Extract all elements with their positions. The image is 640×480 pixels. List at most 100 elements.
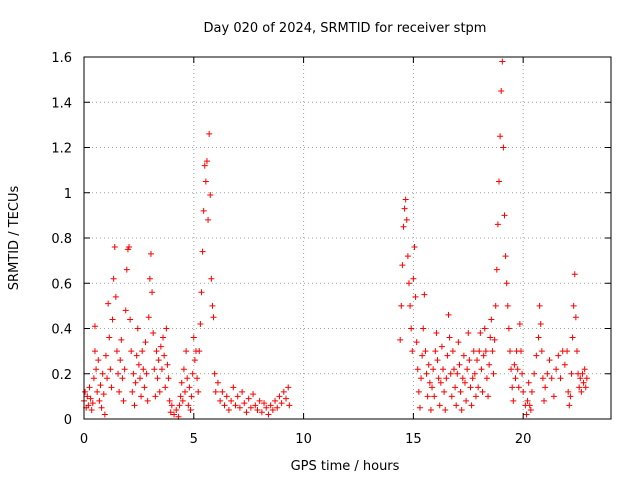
data-point xyxy=(93,366,100,373)
data-point xyxy=(453,402,460,409)
data-point xyxy=(413,339,420,346)
data-point xyxy=(256,397,263,404)
data-point xyxy=(506,348,513,355)
data-point xyxy=(497,133,504,140)
data-point xyxy=(405,280,412,287)
data-point xyxy=(399,262,406,269)
data-point xyxy=(419,352,426,359)
data-point xyxy=(498,87,505,94)
data-point xyxy=(528,388,535,395)
data-point xyxy=(179,397,186,404)
data-point xyxy=(135,361,142,368)
data-point xyxy=(442,406,449,413)
data-point xyxy=(571,271,578,278)
data-point xyxy=(467,384,474,391)
data-point xyxy=(269,406,276,413)
data-point xyxy=(154,375,161,382)
data-point xyxy=(185,402,192,409)
y-axis-label: SRMTID / TECUs xyxy=(7,186,22,291)
data-point xyxy=(415,388,422,395)
data-point xyxy=(90,375,97,382)
data-point xyxy=(511,361,518,368)
data-point xyxy=(99,370,106,377)
data-point xyxy=(133,352,140,359)
data-point xyxy=(457,388,464,395)
data-point xyxy=(437,379,444,386)
data-point xyxy=(455,339,462,346)
data-point xyxy=(557,375,564,382)
data-point xyxy=(463,397,470,404)
data-point xyxy=(427,406,434,413)
data-point xyxy=(184,375,191,382)
data-point xyxy=(258,409,265,416)
x-tick-labels: 0 5 10 15 20 xyxy=(80,432,532,447)
data-point xyxy=(430,366,437,373)
data-point xyxy=(208,275,215,282)
data-point xyxy=(217,397,224,404)
data-point xyxy=(206,130,213,137)
data-point xyxy=(515,384,522,391)
data-point xyxy=(441,388,448,395)
data-point xyxy=(230,384,237,391)
data-point xyxy=(119,375,126,382)
data-point xyxy=(488,316,495,323)
data-point xyxy=(223,393,230,400)
data-point xyxy=(576,384,583,391)
data-point xyxy=(458,406,465,413)
data-point xyxy=(195,388,202,395)
data-point xyxy=(569,334,576,341)
data-point xyxy=(180,366,187,373)
data-point xyxy=(548,375,555,382)
data-point xyxy=(414,366,421,373)
data-point xyxy=(489,348,496,355)
grid-lines xyxy=(84,57,611,419)
data-point xyxy=(568,370,575,377)
data-point xyxy=(143,370,150,377)
data-point xyxy=(519,370,526,377)
data-point xyxy=(533,352,540,359)
data-point xyxy=(397,336,404,343)
data-point xyxy=(162,384,169,391)
data-point xyxy=(189,370,196,377)
y-tick-label: 0.2 xyxy=(51,368,72,383)
data-point xyxy=(168,402,175,409)
data-point xyxy=(241,400,248,407)
data-point xyxy=(481,325,488,332)
data-point xyxy=(202,178,209,185)
data-point xyxy=(188,393,195,400)
data-point xyxy=(493,266,500,273)
data-point xyxy=(526,402,533,409)
data-point xyxy=(450,366,457,373)
data-point xyxy=(581,366,588,373)
data-point xyxy=(118,336,125,343)
data-point xyxy=(102,352,109,359)
data-point xyxy=(228,397,235,404)
data-point xyxy=(412,293,419,300)
data-point xyxy=(234,393,241,400)
data-point xyxy=(254,406,261,413)
data-point xyxy=(158,366,165,373)
y-tick-label: 1.6 xyxy=(51,51,72,66)
data-point xyxy=(421,291,428,298)
data-point xyxy=(191,357,198,364)
data-point xyxy=(283,395,290,402)
data-point xyxy=(566,402,573,409)
data-point xyxy=(459,375,466,382)
x-tick-label: 10 xyxy=(295,432,312,447)
data-point xyxy=(176,402,183,409)
data-point xyxy=(225,406,232,413)
data-point xyxy=(232,402,239,409)
data-point xyxy=(280,388,287,395)
data-point xyxy=(98,404,105,411)
data-point xyxy=(536,302,543,309)
data-point xyxy=(100,391,107,398)
data-point xyxy=(509,384,516,391)
data-point xyxy=(486,361,493,368)
data-point xyxy=(105,300,112,307)
data-point xyxy=(561,361,568,368)
data-point xyxy=(150,330,157,337)
data-point xyxy=(492,302,499,309)
data-point xyxy=(194,375,201,382)
data-point xyxy=(424,393,431,400)
data-point xyxy=(161,352,168,359)
